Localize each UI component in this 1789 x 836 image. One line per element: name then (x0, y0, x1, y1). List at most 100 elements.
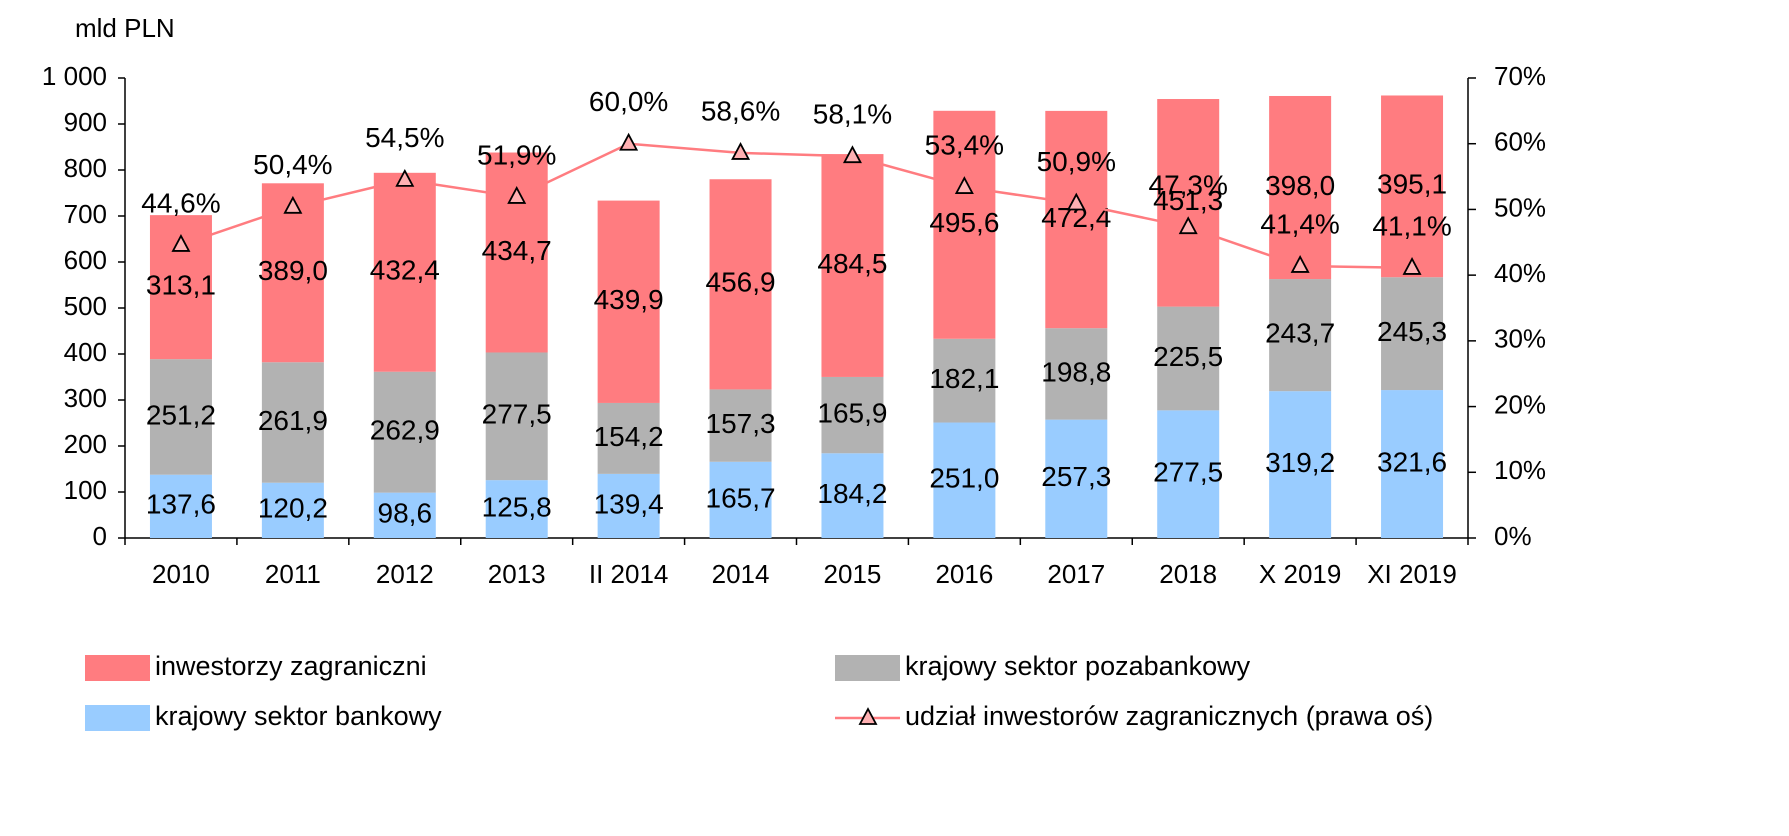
data-label: 50,9% (1037, 146, 1116, 177)
y2-tick-label: 10% (1494, 455, 1546, 485)
data-label: 313,1 (146, 270, 216, 301)
bar-segment (261, 482, 324, 538)
data-label: 54,5% (365, 122, 444, 153)
data-label: 243,7 (1265, 318, 1335, 349)
line (180, 142, 1413, 270)
line-marker (171, 234, 191, 252)
bar-segment (373, 371, 436, 493)
bar-segment (485, 480, 548, 538)
line-marker (1066, 192, 1086, 211)
y2-tick-label: 60% (1494, 127, 1546, 157)
bar-segment (1045, 328, 1108, 420)
bar-segment (373, 492, 436, 538)
y2-tick-label: 0% (1494, 521, 1532, 551)
x-tick-label: X 2019 (1259, 559, 1341, 589)
legend-swatch (835, 655, 900, 681)
bar-segment (261, 362, 324, 483)
data-label: 434,7 (482, 235, 552, 266)
line-marker (1178, 216, 1198, 235)
data-label: 389,0 (258, 255, 328, 286)
bar-segment (709, 389, 772, 462)
bar-segment (373, 172, 436, 372)
bar-segment (1269, 391, 1332, 538)
bar-segment (597, 200, 660, 403)
bar-segment (1157, 306, 1220, 411)
x-tick-label: 2014 (712, 559, 770, 589)
y-tick-label: 900 (64, 107, 107, 137)
legend-swatch (85, 655, 150, 681)
legend-label: udział inwestorów zagranicznych (prawa o… (905, 701, 1433, 731)
data-label: 44,6% (141, 187, 220, 218)
y-tick-label: 1 000 (42, 61, 107, 91)
data-label: 137,6 (146, 489, 216, 520)
legend-marker (858, 707, 878, 725)
data-label: 50,4% (253, 149, 332, 180)
data-label: 165,9 (817, 398, 887, 429)
x-tick-label: II 2014 (589, 559, 669, 589)
bar-segment (933, 422, 996, 538)
line-marker (283, 195, 303, 214)
data-label: 432,4 (370, 255, 440, 286)
bar-segment (1045, 419, 1108, 538)
data-label: 262,9 (370, 415, 440, 446)
bar-segment (597, 473, 660, 538)
bar-segment (1157, 99, 1220, 307)
line-marker (954, 176, 974, 194)
data-label: 451,3 (1153, 185, 1223, 216)
data-label: 120,2 (258, 493, 328, 524)
bar-segment (933, 110, 996, 339)
data-label: 277,5 (1153, 457, 1223, 488)
legend-label: inwestorzy zagraniczni (155, 651, 427, 681)
data-label: 495,6 (929, 207, 999, 238)
line-marker (842, 145, 862, 164)
bar-segment (597, 402, 660, 474)
data-label: 395,1 (1377, 169, 1447, 200)
x-tick-label: 2018 (1159, 559, 1217, 589)
bar-segment (1381, 390, 1444, 538)
bar-segment (149, 474, 212, 538)
data-label: 261,9 (258, 405, 328, 436)
x-tick-label: 2017 (1047, 559, 1105, 589)
data-label: 225,5 (1153, 341, 1223, 372)
y2-tick-label: 50% (1494, 192, 1546, 222)
bar-segment (1381, 95, 1444, 278)
data-label: 182,1 (929, 363, 999, 394)
line-marker (1290, 255, 1310, 273)
y-axis-label: mld PLN (75, 13, 175, 43)
data-label: 53,4% (925, 129, 1004, 160)
y-tick-label: 500 (64, 291, 107, 321)
y-tick-label: 300 (64, 383, 107, 413)
bar-segment (933, 338, 996, 423)
bar-segment (821, 376, 884, 454)
x-tick-label: 2015 (824, 559, 882, 589)
data-label: 98,6 (378, 498, 433, 529)
y-tick-label: 100 (64, 475, 107, 505)
y-tick-label: 200 (64, 429, 107, 459)
x-tick-label: 2016 (935, 559, 993, 589)
data-label: 456,9 (706, 267, 776, 298)
x-tick-label: 2010 (152, 559, 210, 589)
data-label: 277,5 (482, 399, 552, 430)
data-label: 41,4% (1260, 208, 1339, 239)
data-label: 139,4 (594, 488, 664, 519)
line-marker (1402, 257, 1422, 275)
data-label: 439,9 (594, 284, 664, 315)
data-label: 319,2 (1265, 447, 1335, 478)
y-tick-label: 800 (64, 153, 107, 183)
bar-segment (1269, 279, 1332, 392)
data-label: 60,0% (589, 86, 668, 117)
bar-segment (1157, 410, 1220, 538)
line-marker (395, 168, 415, 187)
y2-tick-label: 30% (1494, 324, 1546, 354)
legend-label: krajowy sektor pozabankowy (905, 651, 1251, 681)
data-label: 125,8 (482, 491, 552, 522)
data-label: 198,8 (1041, 356, 1111, 387)
data-label: 484,5 (817, 248, 887, 279)
bar-segment (149, 359, 212, 475)
data-label: 184,2 (817, 478, 887, 509)
x-tick-label: 2012 (376, 559, 434, 589)
bar-segment (1269, 95, 1332, 280)
line-marker (731, 142, 751, 160)
data-label: 321,6 (1377, 446, 1447, 477)
y-tick-label: 700 (64, 199, 107, 229)
